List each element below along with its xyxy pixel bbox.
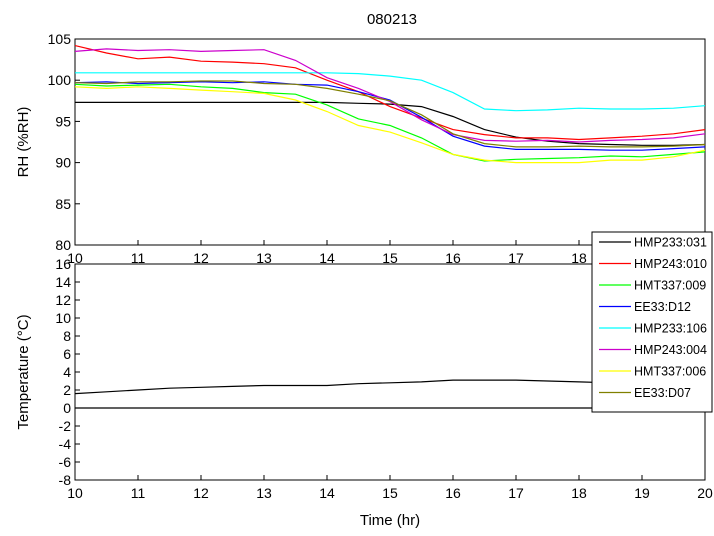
- rh-plot-frame: [75, 39, 705, 245]
- y-tick-label: 100: [48, 72, 72, 88]
- series-line-hmt337-006: [75, 87, 705, 163]
- y-tick-label: -6: [59, 454, 72, 470]
- legend-label: HMP243:010: [634, 257, 707, 271]
- x-tick-label: 12: [193, 485, 209, 501]
- series-line-hmp243-004: [75, 49, 705, 142]
- y-tick-label: 6: [63, 346, 71, 362]
- chart-title: 080213: [367, 11, 417, 28]
- y-tick-label: 16: [55, 256, 71, 272]
- x-tick-label: 10: [67, 485, 83, 501]
- y-tick-label: 0: [63, 400, 71, 416]
- x-tick-label: 14: [319, 485, 335, 501]
- legend-label: EE33:D12: [634, 300, 691, 314]
- rh-series-lines: [75, 46, 705, 163]
- y-tick-label: 95: [55, 113, 71, 129]
- x-axis-label: Time (hr): [360, 512, 420, 529]
- y-tick-label: 105: [48, 31, 72, 47]
- legend-label: HMP233:031: [634, 236, 707, 250]
- y-tick-label: 8: [63, 328, 71, 344]
- legend-label: HMP233:106: [634, 322, 707, 336]
- rh-y-axis-label: RH (%RH): [15, 107, 32, 178]
- y-tick-label: 4: [63, 364, 71, 380]
- x-tick-label: 15: [382, 485, 398, 501]
- legend-label: HMP243:004: [634, 343, 707, 357]
- x-tick-label: 17: [508, 485, 524, 501]
- x-tick-label: 18: [571, 485, 587, 501]
- legend-label: HMT337:006: [634, 365, 706, 379]
- y-tick-label: 12: [55, 292, 71, 308]
- y-tick-label: 2: [63, 382, 71, 398]
- y-tick-label: 85: [55, 196, 71, 212]
- y-tick-label: 10: [55, 310, 71, 326]
- series-line-hmp233-106: [75, 73, 705, 111]
- temperature-y-axis-label: Temperature (°C): [15, 314, 32, 429]
- series-line-hmt337-009: [75, 84, 705, 161]
- legend: HMP233:031 HMP243:010 HMT337:009 EE33:D12 HM…: [592, 232, 712, 412]
- x-tick-label: 20: [697, 485, 713, 501]
- y-tick-label: -4: [59, 436, 72, 452]
- x-tick-label: 11: [131, 485, 146, 501]
- y-tick-label: 90: [55, 155, 71, 171]
- x-tick-label: 13: [256, 485, 272, 501]
- legend-label: EE33:D07: [634, 386, 691, 400]
- y-tick-label: 14: [55, 274, 71, 290]
- legend-label: HMT337:009: [634, 279, 706, 293]
- x-tick-label: 16: [445, 485, 461, 501]
- y-tick-label: -2: [59, 418, 72, 434]
- x-tick-label: 19: [634, 485, 650, 501]
- series-line-ee33-d07: [75, 81, 705, 147]
- temperature-x-ticks: 10 11 12 13 14 15 16 17 18 19 20: [67, 475, 713, 501]
